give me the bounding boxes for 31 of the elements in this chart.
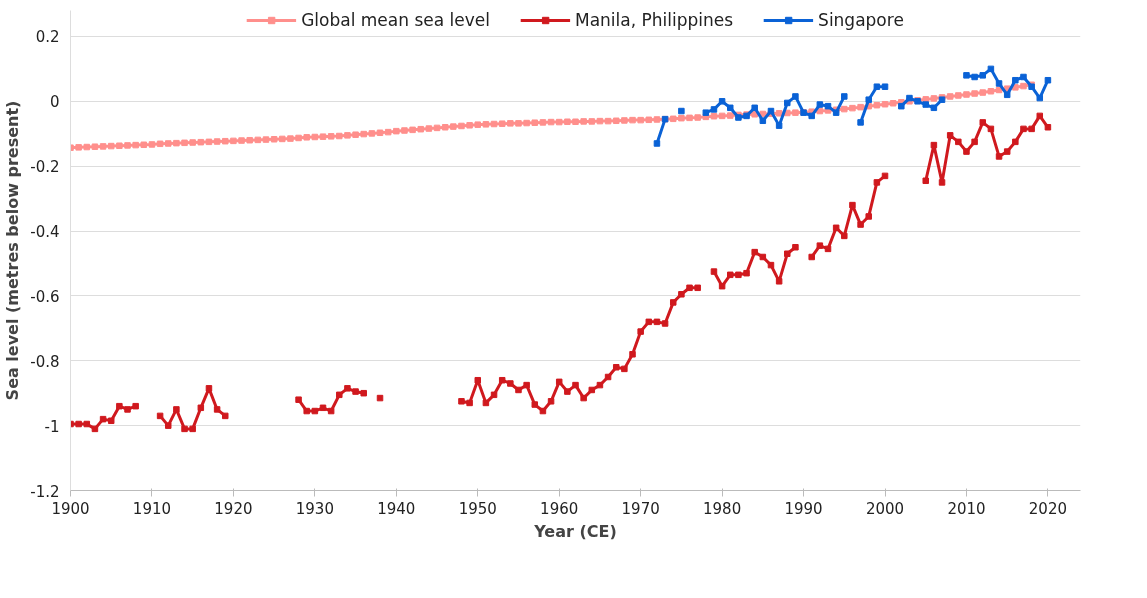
x-tick-label: 2020 [1028,499,1068,518]
x-axis-title: Year (CE) [533,521,617,541]
y-tick-label: 0 [49,93,60,112]
x-tick-label: 1910 [132,499,172,518]
x-tick-label: 2000 [865,499,905,518]
y-tick-label: -0.4 [30,223,60,242]
x-tick-label: 1980 [703,499,742,518]
x-tick-label: 2010 [947,499,986,518]
x-tick-label: 1940 [377,499,416,518]
x-tick-label: 1960 [540,499,579,518]
point [963,72,970,79]
legend-label: Singapore [818,10,904,30]
y-tick-label: -0.8 [30,352,60,371]
y-tick-label: -0.6 [30,287,60,306]
y-axis-title: Sea level (metres below present) [3,100,23,401]
point [841,93,848,100]
y-tick-label: 0.2 [35,28,60,47]
y-tick-label: -1 [44,417,60,436]
x-tick-label: 1920 [214,499,253,518]
x-tick-label: 1900 [51,499,90,518]
point [678,107,685,115]
point [857,119,864,126]
x-tick-label: 1930 [295,499,334,518]
y-tick-label: -0.2 [30,158,60,177]
point [898,102,905,110]
legend-label: Global mean sea level [301,10,490,30]
x-tick-label: 1990 [784,499,823,518]
x-tick-label: 1950 [458,499,497,518]
x-tick-label: 1970 [621,499,660,518]
legend-label: Manila, Philippines [574,10,734,30]
y-tick-label: -1.2 [30,482,60,501]
